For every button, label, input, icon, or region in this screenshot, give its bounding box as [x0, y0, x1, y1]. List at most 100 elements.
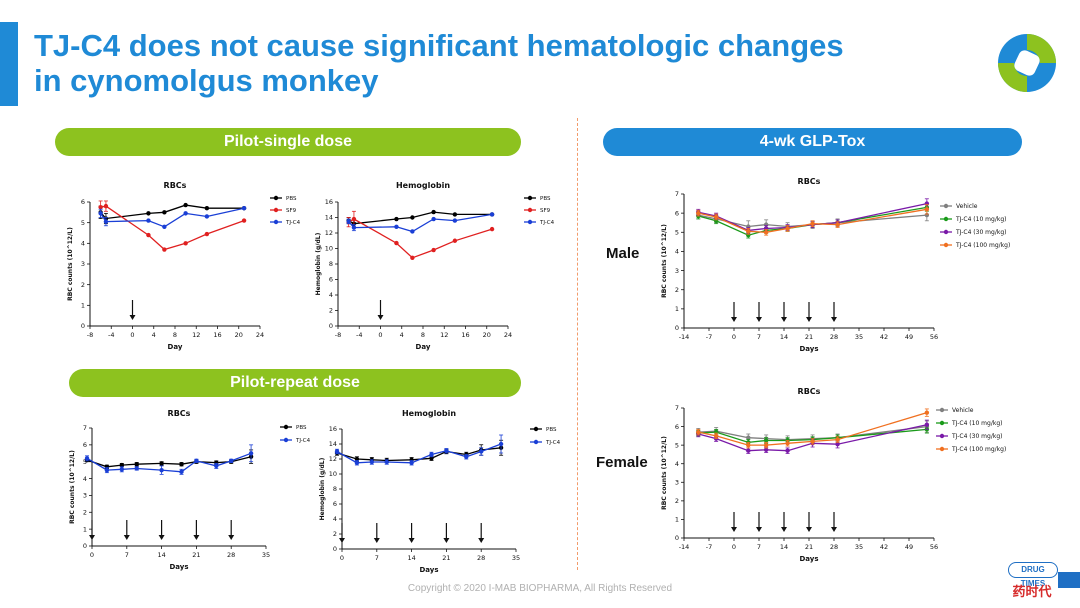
data-point — [410, 255, 415, 260]
data-point — [98, 204, 103, 210]
y-tick-label: 6 — [329, 276, 333, 284]
dosing-arrow-icon — [158, 535, 165, 540]
data-point — [334, 449, 340, 454]
y-tick-label: 2 — [675, 286, 679, 294]
x-tick-label: 7 — [125, 551, 129, 559]
x-axis-label: Days — [169, 563, 188, 571]
y-tick-label: 2 — [333, 530, 337, 538]
legend-marker — [943, 216, 949, 222]
x-tick-label: 0 — [90, 551, 94, 559]
legend-label: PBS — [296, 425, 307, 431]
dosing-arrow-icon — [806, 317, 812, 322]
x-tick-label: 21 — [192, 551, 200, 559]
x-tick-label: 42 — [880, 333, 888, 341]
data-point — [746, 229, 751, 234]
chart-title: Hemoglobin — [396, 181, 450, 190]
y-tick-label: 0 — [333, 545, 337, 553]
series-line — [698, 424, 928, 452]
data-point — [103, 219, 109, 224]
y-tick-label: 16 — [329, 425, 337, 433]
legend-marker — [273, 195, 279, 201]
data-point — [146, 211, 151, 216]
x-tick-label: 16 — [213, 331, 221, 339]
data-point — [369, 459, 375, 465]
dosing-arrow-icon — [89, 535, 95, 540]
x-tick-label: 7 — [757, 543, 761, 551]
series-line — [336, 443, 502, 464]
x-tick-label: 28 — [830, 333, 838, 341]
y-tick-label: 4 — [333, 515, 337, 523]
data-point — [162, 224, 167, 229]
repeat-dose-hemoglobin-chart: Hemoglobin 0 2 4 6 8 10 12 14 16 0 7 14 21 28 35 Days Hem… — [319, 409, 561, 574]
watermark-text-bottom: 药时代 — [1012, 585, 1052, 600]
data-point — [179, 462, 184, 467]
data-point — [696, 429, 701, 435]
data-point — [204, 231, 210, 237]
y-tick-label: 0 — [83, 542, 87, 550]
dosing-arrow-icon — [731, 317, 737, 322]
chart-title: Hemoglobin — [402, 409, 456, 418]
chart-title: RBCs — [168, 409, 191, 418]
x-tick-label: 28 — [227, 551, 235, 559]
x-tick-label: -4 — [356, 331, 362, 339]
legend-label: TJ-C4 — [539, 220, 555, 226]
y-tick-label: 6 — [81, 198, 85, 206]
data-point — [763, 442, 769, 448]
data-point — [394, 216, 399, 222]
data-point — [452, 212, 458, 217]
dosing-arrow-icon — [193, 535, 200, 540]
data-point — [229, 458, 234, 464]
dosing-arrow-icon — [756, 527, 762, 532]
data-point — [429, 452, 434, 457]
legend-label: TJ-C4 (100 mg/kg) — [951, 446, 1006, 453]
company-logo-icon — [998, 34, 1056, 92]
y-tick-label: 5 — [83, 458, 87, 466]
x-tick-label: 4 — [400, 331, 404, 339]
y-tick-label: 4 — [81, 240, 85, 248]
series-line — [348, 218, 493, 259]
y-tick-label: 6 — [333, 500, 337, 508]
chart-title: RBCs — [798, 387, 821, 396]
y-tick-label: 8 — [329, 260, 333, 268]
x-tick-label: 28 — [830, 543, 838, 551]
data-point — [835, 437, 840, 442]
x-tick-label: 14 — [407, 554, 415, 562]
watermark-text-top: DRUG TIMES — [1008, 562, 1058, 588]
section-pilot-single-dose: Pilot-single dose — [55, 128, 521, 156]
dosing-arrow-icon — [831, 527, 837, 532]
data-point — [146, 218, 151, 223]
x-tick-label: 21 — [805, 333, 813, 341]
x-tick-label: 8 — [173, 331, 177, 339]
drugtimes-watermark: DRUG TIMES 药时代 — [1006, 560, 1080, 600]
legend-label: TJ-C4 — [285, 220, 301, 226]
chart-title: RBCs — [798, 177, 821, 186]
y-axis-label: Hemoglobin (g/dL) — [319, 457, 326, 520]
dosing-arrow-icon — [129, 315, 136, 320]
data-point — [204, 206, 210, 211]
x-tick-label: -8 — [87, 331, 93, 339]
x-axis-label: Days — [419, 566, 438, 574]
dosing-arrow-icon — [443, 538, 450, 543]
data-point — [183, 211, 188, 216]
data-point — [409, 460, 414, 465]
data-point — [194, 458, 199, 464]
y-tick-label: 0 — [81, 322, 85, 330]
data-point — [452, 218, 458, 223]
dosing-arrow-icon — [756, 317, 762, 322]
data-point — [162, 247, 167, 252]
y-tick-label: 2 — [81, 281, 85, 289]
series-line — [698, 428, 927, 444]
y-tick-label: 1 — [675, 305, 679, 313]
x-axis-label: Days — [799, 345, 818, 353]
data-point — [452, 238, 458, 243]
y-tick-label: 4 — [83, 475, 87, 483]
y-tick-label: 0 — [329, 322, 333, 330]
y-tick-label: 10 — [325, 245, 333, 253]
legend-label: TJ-C4 — [545, 440, 561, 446]
slide-title: TJ-C4 does not cause significant hematol… — [34, 28, 934, 98]
data-point — [354, 460, 360, 465]
legend-label: SF9 — [540, 208, 551, 214]
data-point — [241, 218, 247, 223]
